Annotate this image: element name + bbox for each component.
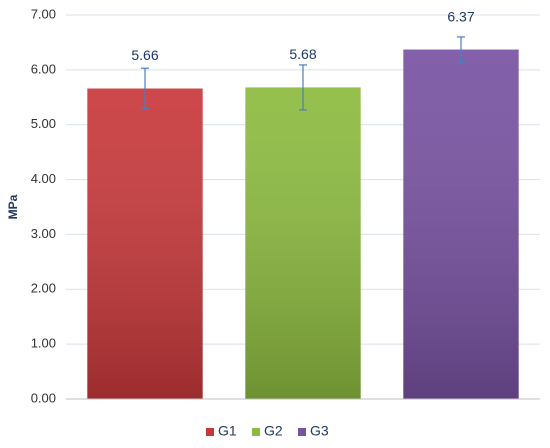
y-tick-label: 6.00 <box>31 61 56 76</box>
bar-shade <box>403 49 519 400</box>
bar-shade <box>87 88 203 399</box>
legend-label: G2 <box>264 423 283 439</box>
y-axis-label: MPa <box>6 194 20 219</box>
legend-label: G3 <box>310 423 329 439</box>
y-tick-label: 0.00 <box>31 390 56 405</box>
data-label: 5.66 <box>131 47 158 63</box>
data-label: 5.68 <box>289 46 316 62</box>
legend-swatch <box>206 428 214 436</box>
legend-swatch <box>298 428 306 436</box>
y-tick-label: 2.00 <box>31 281 56 296</box>
y-tick-label: 7.00 <box>31 6 56 21</box>
legend-label: G1 <box>218 423 237 439</box>
data-label: 6.37 <box>447 8 474 24</box>
y-tick-label: 5.00 <box>31 116 56 131</box>
legend-swatch <box>252 428 260 436</box>
bar-shade <box>245 87 361 399</box>
y-tick-label: 4.00 <box>31 171 56 186</box>
y-tick-label: 1.00 <box>31 336 56 351</box>
y-tick-label: 3.00 <box>31 226 56 241</box>
